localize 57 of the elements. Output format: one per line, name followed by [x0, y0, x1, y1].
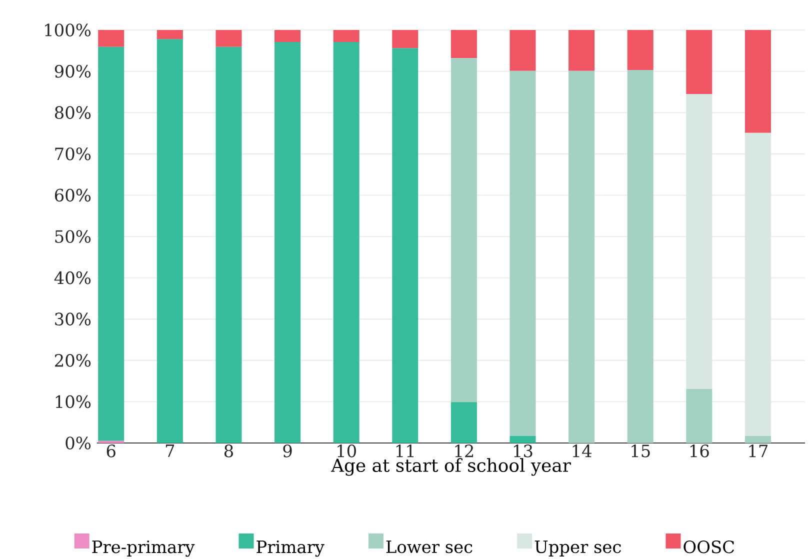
bar	[568, 30, 595, 71]
legend-label: Lower sec	[386, 540, 472, 554]
bar	[333, 30, 360, 42]
x-tick-label: 7	[166, 444, 174, 457]
x-tick-label: 14	[572, 444, 592, 458]
y-tick-label: 30%	[55, 312, 91, 326]
y-tick-label: 10%	[56, 395, 91, 408]
y-tick-label: 80%	[54, 106, 91, 119]
bar	[686, 94, 712, 389]
x-tick-label: 10	[338, 444, 356, 458]
x-tick-label: 8	[224, 444, 233, 458]
bar	[392, 48, 418, 443]
legend-label: Upper sec	[534, 540, 621, 556]
x-tick-label: 9	[283, 444, 292, 458]
x-tick-label: 12	[455, 444, 474, 458]
y-tick-label: 20%	[54, 354, 91, 367]
bar	[510, 30, 536, 71]
y-tick-label: 0%	[66, 436, 91, 450]
y-tick-label: 100%	[45, 24, 91, 36]
bar	[686, 388, 712, 443]
bar	[744, 436, 771, 443]
legend-label: Pre-primary	[92, 540, 195, 557]
bar	[627, 70, 654, 443]
bar	[510, 436, 536, 443]
x-tick-label: 6	[106, 444, 116, 458]
x-tick-label: 13	[514, 444, 532, 458]
bar	[274, 42, 301, 443]
bar	[98, 30, 124, 47]
x-tick-label: 15	[632, 444, 650, 458]
bar	[98, 46, 124, 441]
bar	[333, 42, 360, 443]
bar	[744, 30, 771, 133]
y-tick-label: 60%	[54, 188, 91, 202]
bar	[686, 30, 712, 94]
y-tick-label: 70%	[55, 147, 91, 160]
bar	[510, 70, 536, 436]
bar	[216, 46, 242, 443]
legend-label: OOSC	[684, 540, 734, 554]
bar	[274, 30, 301, 42]
bar	[156, 30, 183, 40]
bar	[156, 39, 183, 443]
bar	[392, 30, 418, 48]
y-tick-label: 40%	[54, 271, 91, 284]
bar	[568, 70, 595, 443]
y-tick-label: 50%	[55, 230, 91, 243]
bar	[744, 132, 771, 436]
bar	[216, 30, 242, 47]
bar	[450, 58, 477, 402]
x-tick-label: 11	[396, 444, 414, 458]
x-tick-label: 17	[749, 444, 768, 458]
legend-label: Primary	[256, 540, 324, 557]
x-axis-title: Age at start of school year	[330, 458, 571, 476]
y-tick-label: 90%	[54, 64, 91, 78]
bar	[450, 402, 477, 443]
bar	[627, 30, 654, 70]
bar	[450, 30, 477, 58]
x-tick-label: 16	[690, 444, 709, 458]
